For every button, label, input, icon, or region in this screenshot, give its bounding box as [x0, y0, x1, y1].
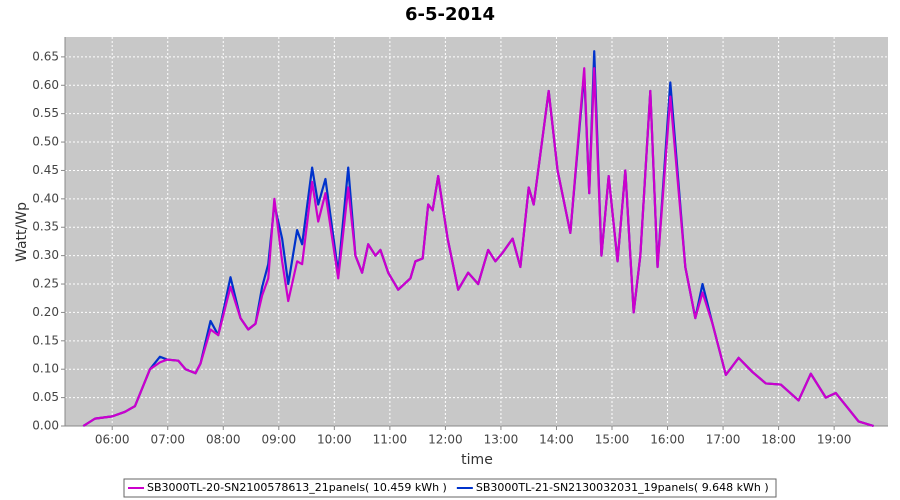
y-tick-label: 0.15 [32, 333, 59, 347]
y-tick-label: 0.45 [32, 163, 59, 177]
y-tick-label: 0.60 [32, 78, 59, 92]
y-tick-label: 0.40 [32, 191, 59, 205]
y-tick-label: 0.20 [32, 305, 59, 319]
y-tick-label: 0.05 [32, 390, 59, 404]
x-tick-label: 19:00 [817, 433, 852, 447]
x-tick-label: 18:00 [761, 433, 796, 447]
legend [123, 478, 777, 498]
x-tick-label: 09:00 [262, 433, 297, 447]
x-tick-label: 17:00 [706, 433, 741, 447]
y-tick-label: 0.10 [32, 362, 59, 376]
x-tick-label: 14:00 [539, 433, 574, 447]
x-tick-label: 10:00 [317, 433, 352, 447]
y-tick-label: 0.55 [32, 106, 59, 120]
x-tick-label: 11:00 [373, 433, 408, 447]
y-tick-label: 0.00 [32, 419, 59, 433]
legend-label: SB3000TL-21-SN2130032031_19panels( 9.648… [476, 481, 769, 494]
x-tick-label: 12:00 [428, 433, 463, 447]
legend-label: SB3000TL-20-SN2100578613_21panels( 10.45… [147, 481, 447, 494]
y-tick-label: 0.30 [32, 248, 59, 262]
y-tick-label: 0.50 [32, 135, 59, 149]
chart-title: 6-5-2014 [405, 4, 495, 25]
x-tick-label: 08:00 [206, 433, 241, 447]
x-tick-label: 16:00 [650, 433, 685, 447]
x-tick-label: 07:00 [150, 433, 185, 447]
y-axis-label: Watt/Wp [14, 202, 30, 262]
x-axis-label: time [461, 452, 493, 468]
x-tick-label: 15:00 [595, 433, 630, 447]
y-tick-label: 0.35 [32, 220, 59, 234]
plot-area [65, 37, 888, 426]
x-tick-label: 06:00 [95, 433, 130, 447]
x-tick-label: 13:00 [484, 433, 519, 447]
y-tick-label: 0.65 [32, 49, 59, 63]
series-line [82, 67, 874, 428]
y-tick-label: 0.25 [32, 277, 59, 291]
